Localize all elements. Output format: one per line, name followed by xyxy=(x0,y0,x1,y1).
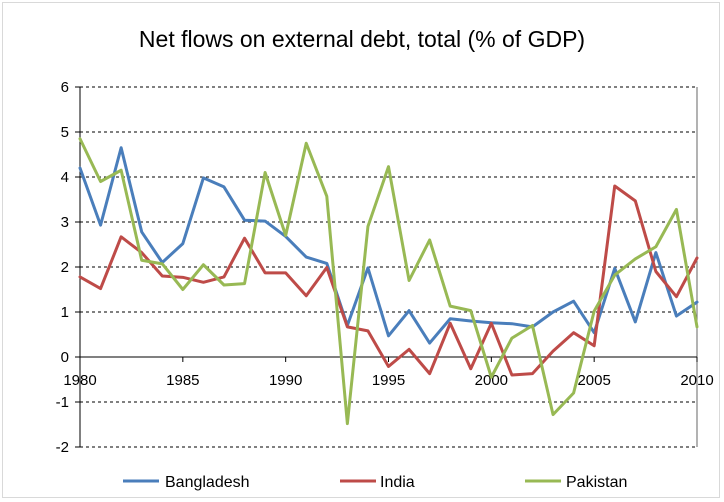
x-tick-label: 2000 xyxy=(475,372,508,389)
legend-label-india: India xyxy=(380,474,415,491)
y-tick-label: -2 xyxy=(56,439,69,456)
x-tick-label: 1995 xyxy=(372,372,405,389)
tick-labels: 6 5 4 3 2 1 0 -1 -2 1980 1985 1990 1995 2000 2005 2010 xyxy=(56,79,714,456)
series-line-bangladesh xyxy=(78,146,699,345)
y-tick-label: 6 xyxy=(61,79,69,96)
series-line-india xyxy=(78,184,699,377)
y-tick-label: 2 xyxy=(61,259,69,276)
chart-frame xyxy=(2,2,720,498)
legend: Bangladesh India Pakistan xyxy=(123,474,627,491)
x-tick-label: 1990 xyxy=(269,372,302,389)
x-tick-label: 1980 xyxy=(63,372,96,389)
y-tick-label: 1 xyxy=(61,304,69,321)
axes xyxy=(75,86,698,448)
legend-label-bangladesh: Bangladesh xyxy=(165,474,250,491)
y-tick-label: 4 xyxy=(61,169,69,186)
chart-title: Net flows on external debt, total (% of … xyxy=(138,26,586,52)
y-tick-label: 5 xyxy=(61,124,69,141)
x-tick-label: 1985 xyxy=(166,372,199,389)
y-tick-label: -1 xyxy=(56,394,69,411)
legend-label-pakistan: Pakistan xyxy=(566,474,627,491)
y-tick-label: 3 xyxy=(61,214,69,231)
x-tick-label: 2005 xyxy=(577,372,610,389)
x-tick-label: 2010 xyxy=(680,372,713,389)
series-line-pakistan xyxy=(78,137,699,426)
y-tick-label: 0 xyxy=(61,349,69,366)
series-lines xyxy=(78,137,699,426)
